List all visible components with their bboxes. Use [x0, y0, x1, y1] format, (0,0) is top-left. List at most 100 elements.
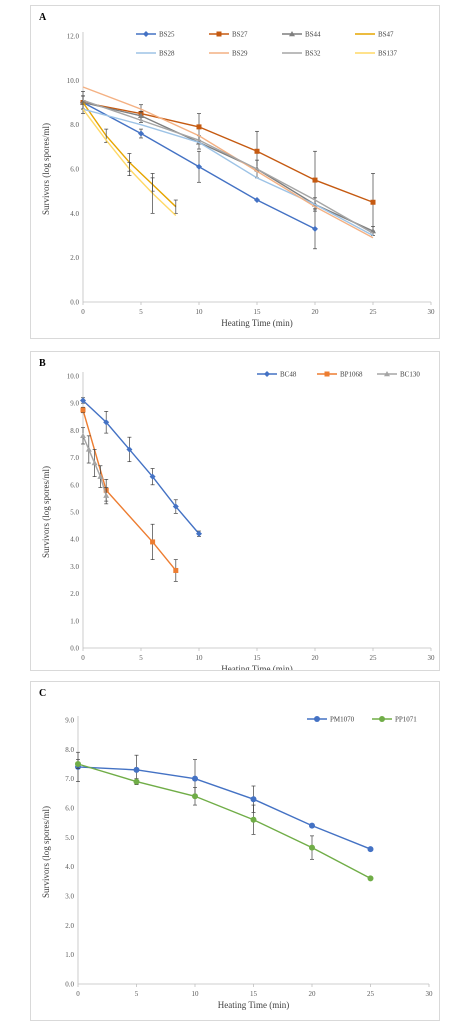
legend-swatch-marker — [289, 31, 295, 37]
legend-item-bc48: BC48 — [257, 371, 297, 379]
data-point-bc130 — [85, 446, 92, 452]
data-point-pp1071 — [367, 875, 374, 882]
panel-label-c: C — [39, 688, 46, 699]
data-point-pp1071 — [192, 793, 198, 800]
series-line-bc48 — [82, 399, 200, 535]
chart-panel-c: C 0 5 10 15 20 25 30 0.0 1.0 2.0 3.0 4.0 5.0 6.0 7.0 8.0… — [30, 681, 440, 1021]
series-line-pm1070 — [77, 766, 371, 850]
legend-label: BC130 — [400, 371, 420, 379]
legend-label: BS32 — [305, 50, 321, 58]
data-point-bc48 — [126, 446, 133, 453]
series-bs28 — [82, 108, 374, 237]
x-axis-title-b: Heating Time (min) — [221, 664, 293, 670]
y-tick-label-c: 1.0 — [65, 951, 74, 959]
series-bc48 — [80, 397, 202, 537]
x-tick-label-c: 5 — [135, 990, 139, 998]
data-point-bc48 — [149, 473, 156, 480]
y-tick-label-c: 8.0 — [65, 746, 74, 754]
legend-item-bs27: BS27 — [209, 31, 248, 39]
data-point-pp1071 — [133, 778, 140, 785]
x-tick-label-b: 30 — [428, 654, 436, 662]
legend-label: BP1068 — [340, 371, 363, 379]
chart-c-svg: C 0 5 10 15 20 25 30 0.0 1.0 2.0 3.0 4.0 5.0 6.0 7.0 8.0… — [39, 688, 434, 1010]
series-pm1070 — [75, 751, 374, 853]
legend-label: BS137 — [378, 50, 398, 58]
data-point-pp1071 — [250, 816, 257, 823]
data-point-pm1070 — [367, 846, 374, 853]
y-tick-label-a: 0.0 — [70, 299, 79, 307]
legend-item-bs44: BS44 — [282, 31, 321, 39]
x-tick-label-b: 15 — [254, 654, 262, 662]
x-tick-label-b: 5 — [139, 654, 143, 662]
legend-item-bs28: BS28 — [136, 50, 175, 58]
series-bs27 — [80, 91, 376, 232]
series-line-bs27 — [82, 101, 374, 203]
y-tick-label-b: 9.0 — [70, 400, 79, 408]
y-axis-title-b: Survivors (log spores/ml) — [41, 466, 51, 558]
x-tick-label-c: 25 — [367, 990, 375, 998]
legend-swatch-marker — [324, 371, 330, 377]
x-axis-title-a: Heating Time (min) — [221, 318, 293, 328]
x-tick-label-c: 0 — [76, 990, 80, 998]
data-point-bp1068 — [80, 407, 86, 413]
x-tick-label-c: 15 — [250, 990, 258, 998]
data-point-pm1070 — [192, 775, 198, 782]
y-tick-label-b: 6.0 — [70, 481, 79, 489]
legend-item-pp1071: PP1071 — [372, 716, 417, 724]
x-tick-label-b: 25 — [370, 654, 378, 662]
series-line-bs28 — [82, 108, 374, 237]
legend-swatch-marker — [216, 31, 222, 37]
y-tick-label-b: 2.0 — [70, 590, 79, 598]
data-point-bc48 — [196, 530, 202, 537]
legend-item-bp1068: BP1068 — [317, 371, 363, 379]
x-tick-label-b: 20 — [312, 654, 320, 662]
legend-item-bc130: BC130 — [377, 371, 420, 379]
legend-label: BC48 — [280, 371, 297, 379]
x-tick-label-c: 20 — [309, 990, 317, 998]
data-point-bc48 — [103, 419, 110, 426]
y-tick-label-a: 8.0 — [70, 121, 79, 129]
y-tick-label-b: 0.0 — [70, 645, 79, 653]
series-bc130 — [80, 427, 110, 505]
series-line-bs32 — [82, 99, 374, 234]
x-tick-label-a: 30 — [428, 308, 436, 316]
data-point-bp1068 — [150, 539, 156, 545]
series-bs29 — [82, 86, 374, 239]
x-tick-label-c: 10 — [192, 990, 200, 998]
data-point-bs25 — [196, 163, 202, 170]
x-tick-label-a: 5 — [139, 308, 143, 316]
y-tick-label-a: 2.0 — [70, 254, 79, 262]
data-point-bs25 — [312, 225, 318, 232]
data-point-bs27 — [254, 148, 260, 154]
legend-label: BS28 — [159, 50, 175, 58]
chart-panel-a: A 0 5 10 15 20 25 30 0.0 2.0 4.0 6.0 8.0 10.0 12.0 Heat… — [30, 5, 440, 339]
x-tick-label-b: 10 — [196, 654, 204, 662]
data-point-bc130 — [91, 460, 98, 466]
y-tick-label-a: 10.0 — [67, 77, 80, 85]
legend-label: BS25 — [159, 31, 175, 39]
x-axis-title-c: Heating Time (min) — [218, 1000, 290, 1010]
legend-label: PP1071 — [395, 716, 417, 724]
chart-a-svg: A 0 5 10 15 20 25 30 0.0 2.0 4.0 6.0 8.0 10.0 12.0 Heat… — [39, 12, 436, 328]
series-line-pp1071 — [77, 763, 371, 880]
y-tick-label-c: 0.0 — [65, 981, 74, 989]
legend-swatch-marker — [264, 371, 270, 377]
legend-item-bs32: BS32 — [282, 50, 321, 58]
y-tick-label-c: 3.0 — [65, 893, 74, 901]
data-point-bs25 — [254, 197, 260, 204]
y-tick-label-b: 3.0 — [70, 563, 79, 571]
y-tick-label-a: 12.0 — [67, 33, 80, 41]
data-point-bs27 — [312, 177, 318, 183]
data-point-bs44 — [138, 112, 144, 118]
data-point-bc130 — [97, 473, 104, 479]
y-axis-title-c: Survivors (log spores/ml) — [41, 806, 51, 898]
series-pp1071 — [75, 759, 374, 882]
y-axis-title-a: Survivors (log spores/ml) — [41, 123, 51, 215]
series-bs137 — [82, 108, 177, 217]
x-tick-label-a: 10 — [196, 308, 204, 316]
y-tick-label-b: 1.0 — [70, 617, 79, 625]
legend-item-bs137: BS137 — [355, 50, 398, 58]
x-tick-label-c: 30 — [426, 990, 434, 998]
y-tick-label-c: 9.0 — [65, 717, 74, 725]
y-tick-label-c: 6.0 — [65, 805, 74, 813]
